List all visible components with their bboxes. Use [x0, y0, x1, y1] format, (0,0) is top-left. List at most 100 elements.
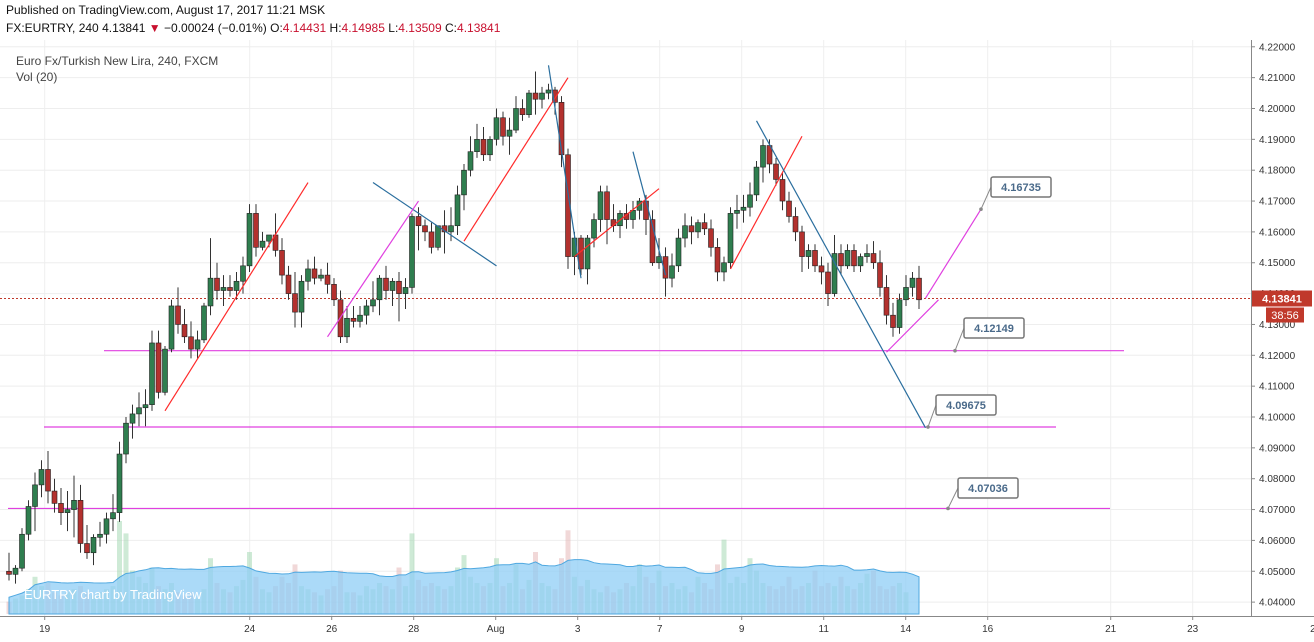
candle-body: [422, 225, 428, 233]
y-tick-label: 4.16000: [1259, 227, 1296, 238]
candle-body: [311, 268, 318, 279]
candle-body: [786, 200, 792, 217]
candle-body: [58, 503, 64, 513]
candle-body: [194, 339, 201, 350]
candle: [194, 330, 201, 359]
callout-box: [957, 477, 1019, 499]
candle: [32, 472, 38, 532]
candle: [220, 275, 227, 306]
close-value: 4.13841: [457, 21, 501, 35]
x-tick-label: Aug: [487, 624, 505, 635]
candle: [714, 238, 721, 282]
candle: [818, 256, 825, 285]
candle: [487, 136, 493, 161]
last-price: 4.13841: [102, 21, 146, 35]
candle-body: [727, 213, 734, 264]
candle: [701, 213, 708, 235]
candle-body: [344, 317, 350, 338]
candle-body: [532, 92, 539, 100]
candle: [376, 275, 383, 316]
candle: [409, 213, 415, 294]
candle: [753, 160, 760, 202]
trendline: [327, 200, 419, 338]
candle: [565, 148, 571, 269]
candle: [357, 305, 363, 328]
target-callout: 4.16735: [979, 176, 1052, 212]
candle: [25, 500, 32, 541]
candle: [285, 265, 292, 300]
x-tick-label: 9: [739, 624, 745, 635]
candle: [896, 293, 903, 334]
candle-body: [896, 299, 903, 328]
y-tick-label: 4.12000: [1259, 351, 1296, 362]
candle-body: [162, 348, 168, 393]
candle: [6, 552, 12, 581]
candle-body: [298, 280, 305, 313]
candle: [545, 83, 552, 100]
candle-body: [357, 314, 363, 322]
candle-body: [402, 287, 409, 294]
candle-body: [584, 237, 591, 270]
candle-body: [890, 314, 896, 328]
countdown-text: 38:56: [1271, 310, 1299, 322]
candle-body: [123, 422, 129, 455]
candle-body: [409, 216, 415, 288]
candle: [175, 287, 181, 334]
candle: [38, 460, 45, 498]
candle-body: [760, 145, 766, 168]
x-tick-label: 23: [1187, 624, 1199, 635]
candle: [630, 201, 636, 229]
candle: [181, 309, 188, 343]
candle: [857, 253, 864, 273]
candle-body: [812, 250, 818, 267]
low-label: L:: [388, 21, 399, 35]
callout-dot: [953, 348, 957, 353]
price-labels: 4.16735 4.12149 4.09675 4.07036: [926, 176, 1052, 511]
candle: [909, 272, 916, 297]
y-tick-label: 4.21000: [1259, 73, 1296, 84]
candle: [162, 346, 168, 396]
candle: [97, 521, 103, 547]
candle: [844, 244, 851, 269]
candle: [168, 299, 175, 353]
candle-body: [240, 265, 246, 282]
candle: [792, 207, 799, 242]
candle: [604, 185, 610, 245]
candle: [708, 219, 714, 257]
candle-body: [51, 490, 58, 504]
y-tick-label: 4.19000: [1259, 135, 1296, 146]
legend-study: Vol (20): [16, 70, 57, 84]
candle: [740, 194, 747, 223]
candle: [58, 487, 64, 525]
candle-body: [292, 293, 298, 313]
y-tick-label: 4.15000: [1259, 258, 1296, 269]
candle-body: [110, 512, 116, 520]
candle-body: [675, 237, 682, 267]
candle-body: [84, 543, 90, 554]
candle: [136, 392, 142, 427]
candle-body: [285, 274, 292, 294]
candle: [129, 404, 136, 439]
candle-body: [181, 324, 188, 338]
candle: [71, 475, 77, 538]
candle: [916, 265, 922, 310]
candle-body: [558, 102, 565, 156]
candle-body: [870, 253, 877, 264]
candle-body: [792, 216, 799, 233]
candle-body: [32, 484, 38, 507]
candle: [597, 185, 604, 232]
candle: [363, 299, 370, 325]
trendlines: [164, 65, 982, 429]
symbol-name: FX:EURTRY, 240: [6, 21, 99, 35]
candle: [812, 244, 818, 273]
close-label: C:: [445, 21, 458, 35]
candle-body: [305, 268, 311, 282]
level-callout: 4.12149: [953, 317, 1025, 353]
candle: [539, 86, 545, 109]
candle-body: [831, 253, 838, 294]
candle: [84, 524, 90, 559]
trendline: [886, 299, 939, 353]
candle: [870, 241, 877, 269]
candles: [6, 71, 922, 584]
